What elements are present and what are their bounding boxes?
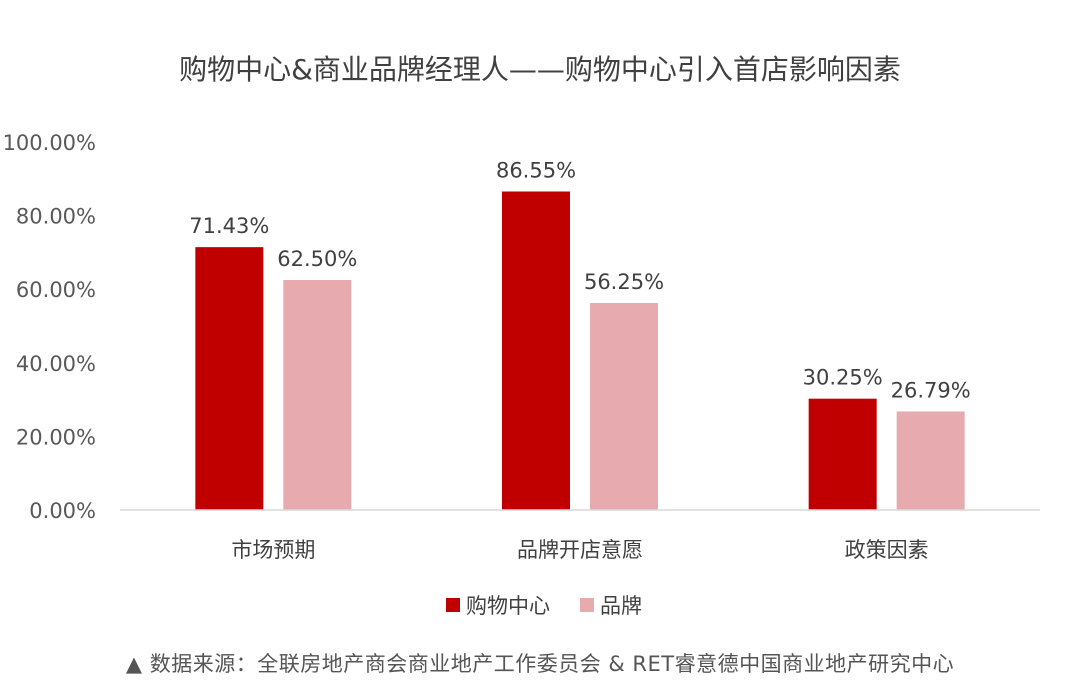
bar-brand	[590, 303, 658, 510]
y-tick-label: 20.00%	[16, 425, 96, 449]
source-note: ▲ 数据来源：全联房地产商会商业地产工作委员会 & RET睿意德中国商业地产研究…	[125, 652, 955, 676]
y-tick-label: 0.00%	[29, 499, 96, 523]
data-label: 62.50%	[277, 247, 357, 271]
data-label: 26.79%	[891, 378, 971, 402]
data-label: 30.25%	[803, 366, 883, 390]
data-label: 56.25%	[584, 270, 664, 294]
data-label: 86.55%	[496, 158, 576, 182]
bar-brand	[283, 280, 352, 510]
bar-brand	[896, 411, 965, 510]
x-tick-label: 品牌开店意愿	[517, 538, 643, 562]
bars	[195, 191, 965, 510]
y-tick-label: 60.00%	[16, 278, 96, 302]
data-labels: 71.43% 62.50% 86.55% 56.25% 30.25% 26.79%	[189, 158, 970, 402]
chart-title: 购物中心&商业品牌经理人——购物中心引入首店影响因素	[179, 53, 901, 86]
y-tick-label: 40.00%	[16, 352, 96, 376]
bar-mall	[808, 398, 877, 510]
y-tick-label: 100.00%	[3, 131, 96, 155]
data-label: 71.43%	[189, 214, 269, 238]
legend-label: 品牌	[600, 594, 642, 618]
y-tick-label: 80.00%	[16, 205, 96, 229]
bar-mall	[502, 191, 570, 510]
legend-label: 购物中心	[466, 594, 550, 618]
y-axis: 0.00% 20.00% 40.00% 60.00% 80.00% 100.00%	[3, 131, 96, 523]
chart: 购物中心&商业品牌经理人——购物中心引入首店影响因素 0.00% 20.00% 40…	[3, 53, 1040, 618]
legend-swatch	[446, 598, 460, 612]
x-tick-label: 政策因素	[845, 538, 929, 562]
x-axis: 市场预期 品牌开店意愿 政策因素	[231, 538, 928, 562]
legend: 购物中心 品牌	[446, 594, 642, 618]
x-tick-label: 市场预期	[231, 538, 315, 562]
legend-swatch	[580, 598, 594, 612]
bar-mall	[195, 247, 264, 510]
